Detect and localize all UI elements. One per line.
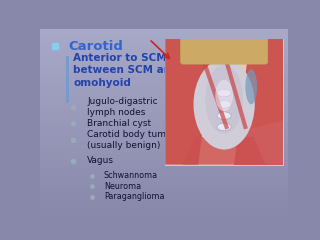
- Bar: [40, 152, 288, 155]
- Bar: [40, 75, 288, 78]
- Bar: [40, 133, 288, 137]
- Text: Neuroma: Neuroma: [104, 182, 141, 191]
- Text: Jugulo-digastric
lymph nodes: Jugulo-digastric lymph nodes: [87, 97, 158, 117]
- Bar: [40, 149, 288, 152]
- Bar: [40, 168, 288, 170]
- Bar: [40, 201, 288, 204]
- Bar: [40, 186, 288, 189]
- Text: Carotid body tumour
(usually benign): Carotid body tumour (usually benign): [87, 130, 181, 150]
- Bar: [40, 155, 288, 158]
- Bar: [40, 78, 288, 81]
- Bar: [40, 198, 288, 201]
- Bar: [40, 41, 288, 44]
- Bar: [40, 115, 288, 118]
- Bar: [40, 44, 288, 47]
- Bar: [40, 112, 288, 115]
- Text: Schwannoma: Schwannoma: [104, 171, 158, 180]
- Bar: [40, 32, 288, 35]
- Text: Anterior to SCM,
between SCM and
omohyoid: Anterior to SCM, between SCM and omohyoi…: [74, 53, 179, 88]
- Bar: [40, 140, 288, 143]
- Bar: [40, 170, 288, 174]
- Bar: [40, 100, 288, 103]
- Bar: [40, 35, 288, 38]
- Bar: [40, 131, 288, 133]
- Bar: [40, 183, 288, 186]
- Bar: [165, 39, 283, 165]
- Bar: [40, 177, 288, 180]
- Bar: [40, 127, 288, 131]
- Bar: [40, 29, 288, 32]
- Bar: [40, 38, 288, 41]
- Bar: [40, 60, 288, 63]
- Text: Paraganglioma: Paraganglioma: [104, 192, 164, 201]
- Bar: [40, 189, 288, 192]
- Bar: [40, 96, 288, 100]
- Bar: [40, 56, 288, 60]
- Bar: [40, 192, 288, 195]
- Bar: [40, 69, 288, 72]
- Bar: [40, 204, 288, 207]
- Bar: [40, 47, 288, 50]
- Bar: [40, 94, 288, 96]
- Bar: [40, 146, 288, 149]
- Bar: [40, 158, 288, 161]
- Bar: [40, 87, 288, 90]
- Text: Branchial cyst: Branchial cyst: [87, 119, 151, 127]
- Text: Carotid: Carotid: [68, 40, 124, 53]
- Bar: [40, 103, 288, 106]
- Bar: [66, 56, 69, 103]
- Bar: [40, 124, 288, 127]
- Bar: [40, 143, 288, 146]
- Bar: [40, 66, 288, 69]
- Text: Vagus: Vagus: [87, 156, 114, 165]
- Bar: [40, 210, 288, 214]
- Bar: [40, 63, 288, 66]
- Bar: [40, 118, 288, 121]
- Bar: [40, 164, 288, 168]
- Bar: [40, 109, 288, 112]
- Bar: [40, 50, 288, 54]
- Bar: [40, 207, 288, 210]
- Bar: [40, 137, 288, 140]
- Bar: [40, 174, 288, 177]
- Bar: [40, 121, 288, 124]
- Bar: [40, 106, 288, 109]
- Bar: [40, 84, 288, 87]
- Bar: [40, 72, 288, 75]
- Bar: [40, 90, 288, 94]
- Bar: [40, 54, 288, 57]
- Bar: [40, 81, 288, 84]
- Bar: [40, 161, 288, 164]
- Bar: [40, 180, 288, 183]
- Bar: [40, 195, 288, 198]
